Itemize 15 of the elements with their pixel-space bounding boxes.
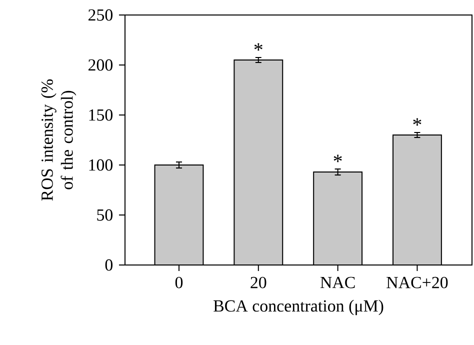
annotation: * xyxy=(254,43,262,51)
y-tick-label: 150 xyxy=(89,109,113,121)
x-tick-label: NAC+20 xyxy=(386,276,448,288)
x-axis-title: BCA concentration (μM) xyxy=(214,300,384,316)
x-tick-label: NAC xyxy=(320,276,355,288)
y-tick-label: 200 xyxy=(88,59,113,71)
y-axis-title: ROS intensity (% of the control) xyxy=(40,79,76,201)
x-tick-label: 20 xyxy=(250,276,266,288)
y-tick-label: 0 xyxy=(105,259,113,271)
y-tick-label: 100 xyxy=(89,159,113,171)
y-tick-label: 50 xyxy=(97,209,113,221)
annotation: * xyxy=(334,154,342,162)
x-tick-label: 0 xyxy=(175,276,183,288)
annotation: * xyxy=(413,118,422,126)
y-tick-label: 250 xyxy=(88,9,113,21)
